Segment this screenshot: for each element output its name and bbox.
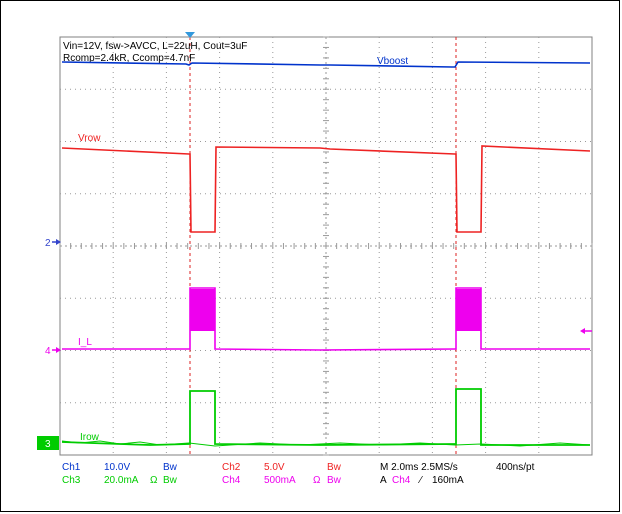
annotation-line-1: Vin=12V, fsw->AVCC, L=22uH, Cout=3uF <box>63 41 247 52</box>
trigger-prefix: A <box>380 475 387 486</box>
label-irow: Irow <box>80 432 100 443</box>
series-il-line <box>62 287 590 351</box>
series-irow-noise <box>61 440 591 447</box>
ch2-scale: 5.0V <box>264 462 285 473</box>
ch2-label: Ch2 <box>222 462 241 473</box>
annotation-line-2: Rcomp=2.4kR, Ccomp=4.7nF <box>63 53 195 64</box>
channel-marker-4[interactable]: 4 <box>45 346 61 357</box>
scope-grid <box>59 36 593 456</box>
waveform-traces <box>61 61 591 447</box>
svg-text:2: 2 <box>45 238 51 249</box>
trigger-level: 160mA <box>432 475 464 486</box>
channel-marker-3-box <box>37 436 59 450</box>
ch4-bw: Bw <box>327 475 342 486</box>
record-length: 400ns/pt <box>496 462 535 473</box>
ch4-scale: 500mA <box>264 475 296 486</box>
trigger-level-marker[interactable] <box>580 328 592 334</box>
ch2-bw: Bw <box>327 462 342 473</box>
ch3-ohm: Ω <box>150 475 158 486</box>
series-vrow-line <box>61 145 591 233</box>
svg-text:4: 4 <box>45 346 51 357</box>
label-il: I_L <box>78 337 92 348</box>
ch3-bw: Bw <box>163 475 178 486</box>
ch3-scale: 20.0mA <box>104 475 139 486</box>
trigger-level-arrowhead <box>580 328 585 334</box>
settings-readout: Ch1 10.0V Bw Ch2 5.0V Bw M 2.0ms 2.5MS/s… <box>62 462 535 486</box>
trigger-channel: Ch4 <box>392 475 411 486</box>
channel-marker-2[interactable]: 2 <box>45 238 61 249</box>
label-vboost: Vboost <box>377 56 408 67</box>
series-il-pulse-2 <box>456 289 481 331</box>
channel-marker-2-arrowhead <box>56 239 61 245</box>
series-vboost-line <box>61 61 591 68</box>
ch1-bw: Bw <box>163 462 178 473</box>
series-il-pulse-1 <box>190 289 215 331</box>
svg-text:3: 3 <box>45 439 51 450</box>
ch4-label: Ch4 <box>222 475 241 486</box>
trigger-position-marker[interactable] <box>185 32 195 38</box>
trigger-slope-icon: ⁄ <box>417 475 423 486</box>
ch1-scale: 10.0V <box>104 462 130 473</box>
label-vrow: Vrow <box>78 133 101 144</box>
channel-marker-3[interactable]: 3 <box>37 436 59 450</box>
ch3-label: Ch3 <box>62 475 81 486</box>
ch4-ohm: Ω <box>313 475 321 486</box>
channel-marker-4-arrowhead <box>56 347 61 353</box>
ch1-label: Ch1 <box>62 462 81 473</box>
timebase-readout: M 2.0ms 2.5MS/s <box>380 462 458 473</box>
